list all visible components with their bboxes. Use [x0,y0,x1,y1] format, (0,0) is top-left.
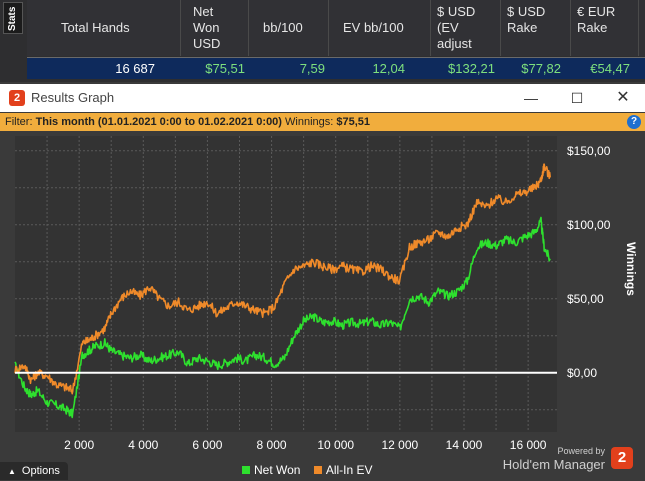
close-icon[interactable]: ✕ [616,89,630,106]
cell-net-won: $75,51 [205,61,245,76]
chart-legend: Net Won All-In EV [242,463,383,477]
help-icon[interactable]: ? [627,115,641,129]
col-header-usd-rake[interactable]: $ USD Rake [501,0,571,56]
x-tick-label: 14 000 [446,438,483,452]
x-tick-label: 2 000 [64,438,94,452]
plot-area [15,136,557,432]
stats-header-row: Total Hands Net Won USD bb/100 EV bb/100… [27,0,645,56]
legend-label-all-in-ev: All-In EV [325,463,373,477]
x-tick-label: 10 000 [317,438,354,452]
x-tick-label: 4 000 [128,438,158,452]
results-graph-window: 2 Results Graph — ☐ ✕ Filter: This month… [0,84,645,480]
hm2-logo-icon: 2 [611,447,633,469]
y-tick-label: $150,00 [567,144,611,158]
legend-label-net-won: Net Won [254,463,301,477]
y-tick-label: $100,00 [567,218,611,232]
cell-usd-rake: $77,82 [521,61,561,76]
cell-eur-rake: €54,47 [590,61,630,76]
legend-swatch-net-won [242,466,250,474]
y-axis-title: Winnings [624,242,638,296]
cell-ev-bb100: 12,04 [372,61,405,76]
col-header-bb100[interactable]: bb/100 [249,0,329,56]
col-header-total-hands[interactable]: Total Hands [27,0,181,56]
col-header-net-won[interactable]: Net Won USD [181,0,249,56]
stats-panel: Stats Total Hands Net Won USD bb/100 EV … [0,0,645,82]
series-line-net-won[interactable] [14,216,551,419]
y-tick-label: $50,00 [567,292,604,306]
series-line-all-in-ev[interactable] [14,163,551,395]
powered-by: Powered by Hold'em Manager [475,446,605,472]
brand-name: Hold'em Manager [502,457,605,472]
x-tick-label: 6 000 [192,438,222,452]
winnings-label: Winnings: [285,116,334,128]
chevron-up-icon: ▲ [8,467,16,476]
results-chart: 2 000 4 000 6 000 8 000 10 000 12 000 14 000 16… [14,136,638,452]
col-header-usd-ev-adjust[interactable]: $ USD (EV adjust [431,0,501,56]
maximize-icon[interactable]: ☐ [570,90,584,106]
cell-total-hands: 16 687 [115,61,155,76]
legend-item-all-in-ev[interactable]: All-In EV [313,463,373,477]
window-title: Results Graph [31,90,115,105]
window-titlebar[interactable]: 2 Results Graph — ☐ ✕ [0,84,645,112]
legend-swatch-all-in-ev [313,466,322,474]
y-tick-label: $0,00 [567,366,597,380]
cell-bb100: 7,59 [299,61,325,76]
bottom-bar: ▲ Options Net Won All-In EV Powered by Ho… [0,446,645,480]
x-tick-label: 12 000 [382,438,419,452]
col-header-ev-bb100[interactable]: EV bb/100 [329,0,431,56]
stats-tab[interactable]: Stats [3,2,23,34]
filter-prefix: Filter: [5,116,33,128]
minimize-icon[interactable]: — [524,90,538,106]
filter-bar[interactable]: Filter: This month (01.01.2021 0:00 to 0… [0,113,645,131]
stats-tab-label: Stats [7,6,18,31]
options-button[interactable]: ▲ Options [0,462,68,480]
powered-by-label: Powered by [557,446,605,456]
filter-value: This month (01.01.2021 0:00 to 01.02.202… [35,116,282,128]
x-tick-label: 8 000 [257,438,287,452]
col-header-eur-rake[interactable]: € EUR Rake [571,0,639,56]
cell-usd-ev-adjust: $132,21 [448,61,495,76]
hm2-app-icon: 2 [9,90,25,106]
legend-item-net-won[interactable]: Net Won [242,463,300,477]
options-label: Options [21,465,60,477]
winnings-value: $75,51 [336,116,371,128]
stats-data-row[interactable]: 16 687 $75,51 7,59 12,04 $132,21 $77,82 … [27,57,645,79]
x-tick-label: 16 000 [510,438,547,452]
